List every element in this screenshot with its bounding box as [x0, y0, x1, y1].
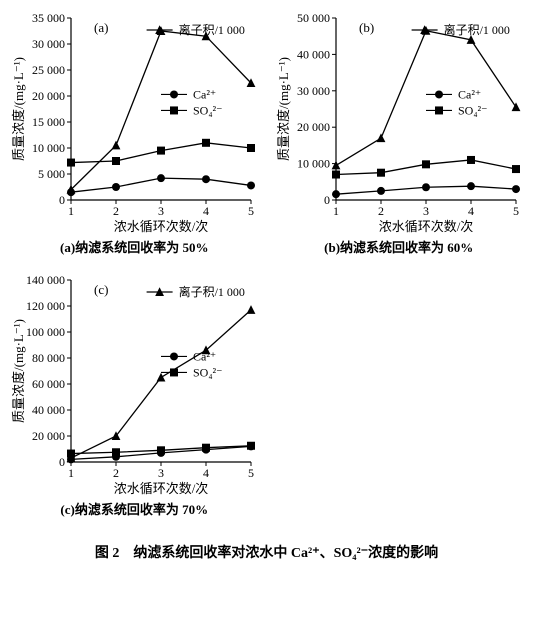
svg-text:35 000: 35 000 — [32, 11, 65, 25]
svg-text:120 000: 120 000 — [26, 299, 65, 313]
svg-text:(a): (a) — [94, 20, 108, 35]
svg-text:SO₄²⁻: SO₄²⁻ — [193, 365, 222, 379]
svg-text:SO₄²⁻: SO₄²⁻ — [458, 103, 487, 117]
svg-text:质量浓度/(mg·L⁻¹): 质量浓度/(mg·L⁻¹) — [11, 57, 26, 161]
svg-text:Ca²⁺: Ca²⁺ — [193, 349, 216, 363]
svg-text:10 000: 10 000 — [32, 141, 65, 155]
svg-text:Ca²⁺: Ca²⁺ — [458, 87, 481, 101]
svg-text:20 000: 20 000 — [32, 89, 65, 103]
svg-text:40 000: 40 000 — [32, 403, 65, 417]
svg-text:3: 3 — [158, 466, 164, 480]
svg-text:80 000: 80 000 — [32, 351, 65, 365]
svg-text:2: 2 — [378, 204, 384, 218]
svg-text:0: 0 — [59, 193, 65, 207]
svg-text:50 000: 50 000 — [297, 11, 330, 25]
svg-text:5: 5 — [248, 204, 254, 218]
svg-text:离子积/1 000: 离子积/1 000 — [179, 284, 245, 299]
svg-text:60 000: 60 000 — [32, 377, 65, 391]
chart-b: 0 10 000 20 000 30 000 40 000 50 000 1 2 3 4 5 质量浓度… — [274, 10, 524, 235]
svg-text:Ca²⁺: Ca²⁺ — [193, 87, 216, 101]
svg-text:2: 2 — [113, 466, 119, 480]
svg-text:30 000: 30 000 — [32, 37, 65, 51]
svg-text:(c): (c) — [94, 282, 108, 297]
figure-caption: 图 2 纳滤系统回收率对浓水中 Ca²⁺、SO₄²⁻浓度的影响 — [95, 542, 438, 562]
subcaption-b: (b)纳滤系统回收率为 60% — [274, 237, 524, 256]
svg-text:浓水循环次数/次: 浓水循环次数/次 — [114, 219, 209, 234]
svg-text:5: 5 — [248, 466, 254, 480]
svg-text:10 000: 10 000 — [297, 157, 330, 171]
svg-text:1: 1 — [68, 466, 74, 480]
svg-text:SO₄²⁻: SO₄²⁻ — [193, 103, 222, 117]
svg-text:1: 1 — [68, 204, 74, 218]
svg-text:20 000: 20 000 — [297, 120, 330, 134]
svg-text:4: 4 — [468, 204, 474, 218]
svg-text:2: 2 — [113, 204, 119, 218]
chart-a: 0 5 000 10 000 15 000 20 000 25 000 30 000 35 0… — [9, 10, 259, 235]
subcaption-c: (c)纳滤系统回收率为 70% — [9, 499, 259, 518]
svg-text:25 000: 25 000 — [32, 63, 65, 77]
svg-text:5 000: 5 000 — [38, 167, 65, 181]
panel-c: 0 20 000 40 000 60 000 80 000 100 000 120 000 1… — [9, 272, 259, 528]
svg-text:0: 0 — [59, 455, 65, 469]
svg-text:1: 1 — [333, 204, 339, 218]
svg-text:140 000: 140 000 — [26, 273, 65, 287]
panel-a: 0 5 000 10 000 15 000 20 000 25 000 30 000 35 0… — [9, 10, 259, 266]
svg-text:4: 4 — [203, 466, 209, 480]
svg-text:100 000: 100 000 — [26, 325, 65, 339]
svg-text:3: 3 — [158, 204, 164, 218]
svg-text:15 000: 15 000 — [32, 115, 65, 129]
svg-text:(b): (b) — [359, 20, 374, 35]
svg-text:浓水循环次数/次: 浓水循环次数/次 — [114, 481, 209, 496]
svg-text:0: 0 — [324, 193, 330, 207]
svg-text:质量浓度/(mg·L⁻¹): 质量浓度/(mg·L⁻¹) — [276, 57, 291, 161]
panel-b: 0 10 000 20 000 30 000 40 000 50 000 1 2 3 4 5 质量浓度… — [274, 10, 524, 266]
svg-text:质量浓度/(mg·L⁻¹): 质量浓度/(mg·L⁻¹) — [11, 319, 26, 423]
svg-text:离子积/1 000: 离子积/1 000 — [443, 22, 509, 37]
svg-text:浓水循环次数/次: 浓水循环次数/次 — [378, 219, 473, 234]
svg-text:30 000: 30 000 — [297, 84, 330, 98]
subcaption-a: (a)纳滤系统回收率为 50% — [9, 237, 259, 256]
figure-2: 05 00010 00015 00020 00025 00030 00035 0… — [8, 10, 525, 562]
svg-text:40 000: 40 000 — [297, 47, 330, 61]
svg-text:离子积/1 000: 离子积/1 000 — [179, 22, 245, 37]
chart-c: 0 20 000 40 000 60 000 80 000 100 000 120 000 1… — [9, 272, 259, 497]
svg-text:4: 4 — [203, 204, 209, 218]
svg-text:5: 5 — [513, 204, 519, 218]
svg-text:20 000: 20 000 — [32, 429, 65, 443]
svg-text:3: 3 — [423, 204, 429, 218]
